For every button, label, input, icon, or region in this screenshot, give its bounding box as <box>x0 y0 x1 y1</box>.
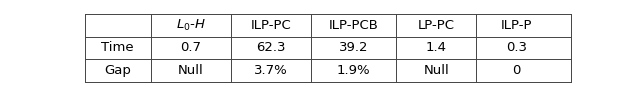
Text: 1.9%: 1.9% <box>337 64 371 77</box>
Text: Null: Null <box>178 64 204 77</box>
Text: 39.2: 39.2 <box>339 42 368 54</box>
Text: 3.7%: 3.7% <box>254 64 288 77</box>
Text: 62.3: 62.3 <box>256 42 285 54</box>
Text: Null: Null <box>423 64 449 77</box>
Text: 0: 0 <box>512 64 520 77</box>
Text: $\mathit{L}_0$-$\mathit{H}$: $\mathit{L}_0$-$\mathit{H}$ <box>175 18 205 33</box>
Text: ILP-PCB: ILP-PCB <box>328 19 378 32</box>
Text: LP-PC: LP-PC <box>418 19 454 32</box>
Text: ILP-P: ILP-P <box>500 19 532 32</box>
Text: 1.4: 1.4 <box>426 42 447 54</box>
Text: ILP-PC: ILP-PC <box>250 19 291 32</box>
Text: Gap: Gap <box>104 64 131 77</box>
Text: 0.3: 0.3 <box>506 42 527 54</box>
Text: 0.7: 0.7 <box>180 42 201 54</box>
Text: Time: Time <box>102 42 134 54</box>
